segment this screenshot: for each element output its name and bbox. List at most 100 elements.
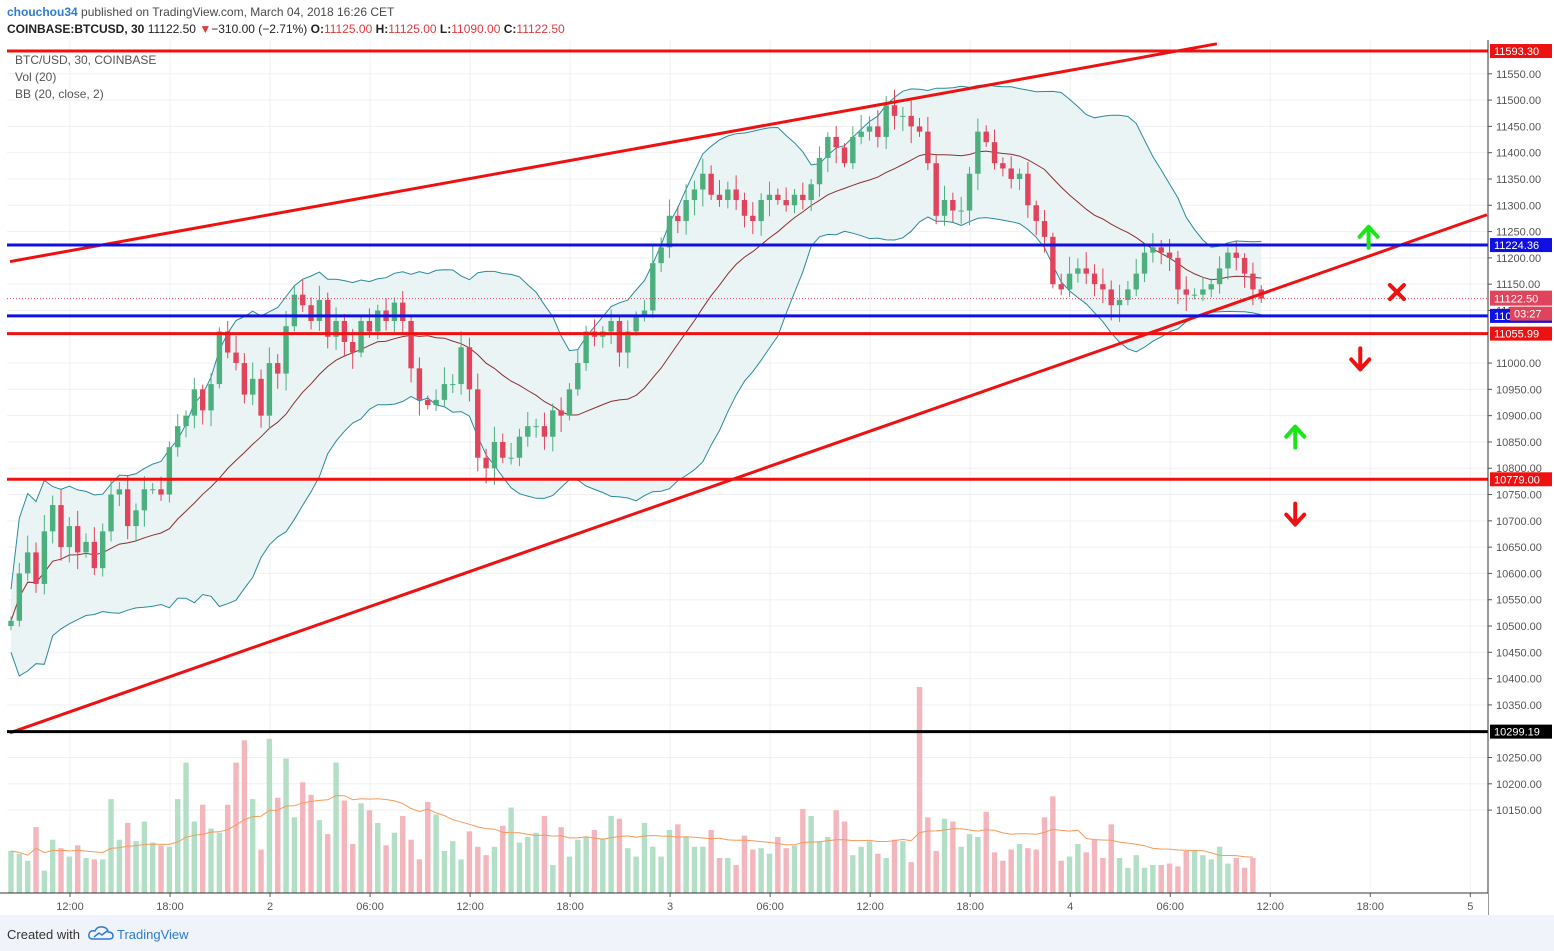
- candle: [725, 181, 731, 209]
- volume-bar: [700, 846, 706, 893]
- candle-body: [158, 489, 164, 495]
- candle: [24, 535, 31, 581]
- candle-body: [808, 184, 814, 201]
- candle-body: [183, 415, 189, 427]
- price-tick-label: 10150.00: [1496, 805, 1542, 817]
- candle: [833, 125, 839, 164]
- candle: [350, 328, 356, 369]
- candle: [41, 515, 48, 595]
- candle-body: [916, 126, 923, 132]
- volume-bar: [575, 839, 581, 893]
- volume-bar: [650, 846, 656, 893]
- volume-bar: [275, 797, 281, 893]
- price-chart[interactable]: 11550.00 11500.00 11450.00 11400.00 11350.00…: [0, 40, 1554, 915]
- candle: [1016, 168, 1023, 191]
- tradingview-link[interactable]: TradingView: [117, 927, 189, 942]
- candle-body: [983, 131, 989, 143]
- volume-ma-line: [10, 795, 1253, 858]
- volume-bar: [1100, 857, 1106, 893]
- candle-body: [450, 384, 456, 386]
- volume-bar: [1125, 867, 1131, 893]
- price-tick-label: 11450.00: [1496, 121, 1541, 133]
- candle: [225, 320, 231, 359]
- chart-area[interactable]: 11550.00 11500.00 11450.00 11400.00 11350.00…: [0, 40, 1554, 915]
- volume-bar: [1016, 843, 1023, 893]
- volume-bar: [149, 842, 156, 893]
- volume-bar: [1208, 859, 1214, 893]
- volume-bar: [108, 799, 114, 893]
- open-label: O:: [310, 22, 324, 36]
- volume-bar: [216, 832, 223, 893]
- candle: [408, 316, 414, 383]
- volume-bar: [800, 808, 806, 893]
- time-tick-label: 12:00: [56, 901, 84, 913]
- candle-body: [1075, 268, 1081, 274]
- time-tick-label: 06:00: [356, 901, 384, 913]
- candle: [1050, 232, 1056, 289]
- candle-body: [49, 505, 56, 532]
- candle: [283, 310, 289, 391]
- candle-body: [16, 573, 23, 621]
- volume-bar: [1033, 849, 1039, 893]
- volume-bar: [308, 794, 314, 893]
- last-price: 11122.50: [147, 22, 196, 36]
- down-arrow-icon: [1349, 346, 1372, 372]
- level-label: 10779.00: [1494, 474, 1540, 486]
- volume-bar: [1058, 860, 1064, 893]
- candle-body: [258, 378, 264, 416]
- candle-body: [1100, 284, 1106, 290]
- level-label: 11593.30: [1494, 46, 1539, 58]
- price-tick-label: 10350.00: [1496, 700, 1542, 712]
- candle-body: [933, 163, 939, 216]
- legend-title: BTC/USD, 30, COINBASE: [15, 53, 157, 67]
- candle: [991, 129, 998, 170]
- candle-body: [291, 294, 298, 327]
- level-label-bg: [1490, 238, 1552, 253]
- volume-bar: [1150, 864, 1156, 893]
- candle: [1033, 200, 1039, 236]
- candle: [1108, 280, 1114, 321]
- candle: [108, 480, 114, 542]
- candle-body: [483, 457, 489, 469]
- author-link[interactable]: chouchou34: [7, 5, 78, 19]
- candle-body: [825, 136, 831, 158]
- bollinger-fill: [11, 84, 1262, 676]
- volume-bar: [633, 856, 639, 893]
- volume-bar: [916, 687, 923, 893]
- candle: [741, 192, 748, 228]
- last-price-label-bg: [1490, 290, 1552, 306]
- candle-body: [1133, 273, 1139, 290]
- volume-bar: [716, 857, 723, 893]
- candle-body: [1141, 252, 1148, 274]
- price-tick-label: 10900.00: [1496, 411, 1542, 423]
- candle: [766, 181, 773, 217]
- candle: [783, 187, 789, 212]
- candle: [83, 533, 89, 558]
- candle-body: [275, 363, 281, 374]
- candle-body: [958, 210, 964, 212]
- volume-bar: [1175, 866, 1181, 893]
- volume-bar: [350, 843, 356, 893]
- volume-bar: [625, 848, 631, 893]
- low-value: 11090.00: [451, 22, 501, 36]
- candle: [566, 383, 573, 421]
- volume-bar: [1191, 850, 1198, 893]
- candle: [1083, 252, 1089, 285]
- candle: [708, 165, 714, 201]
- volume-bar: [358, 803, 364, 893]
- time-tick-label: 06:00: [756, 901, 784, 913]
- tradingview-cloud-icon[interactable]: [88, 924, 114, 942]
- candle: [1183, 276, 1189, 311]
- candle: [758, 193, 764, 236]
- candle: [475, 373, 481, 472]
- time-tick-label: 4: [1067, 901, 1073, 913]
- volume-bar: [583, 836, 589, 893]
- candle-body: [8, 620, 14, 627]
- candle-body: [741, 200, 748, 216]
- candle-body: [233, 352, 239, 364]
- volume-bar: [116, 839, 123, 893]
- candle-body: [850, 136, 856, 164]
- volume-bar: [250, 799, 256, 893]
- countdown-label: 03:27: [1514, 309, 1542, 321]
- volume-bar: [900, 841, 906, 893]
